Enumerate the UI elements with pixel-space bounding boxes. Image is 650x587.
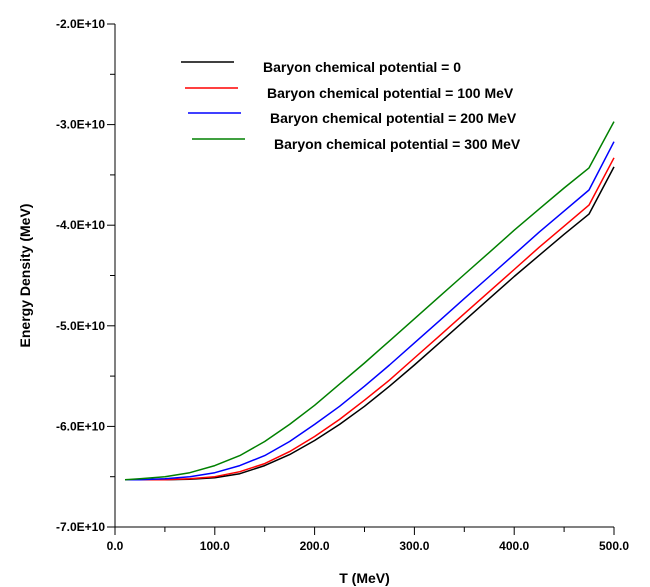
y-axis-title: Energy Density (MeV) xyxy=(17,204,33,348)
series-line-0 xyxy=(125,166,615,481)
x-axis-title: T (MeV) xyxy=(339,570,390,586)
x-tick-label: 200.0 xyxy=(300,539,330,553)
y-tick-label: -6.0E+10 xyxy=(56,419,105,433)
y-tick-label: -3.0E+10 xyxy=(56,118,105,132)
y-tick-label: -4.0E+10 xyxy=(56,218,105,232)
series-layer xyxy=(124,121,615,481)
y-tick-label: -2.0E+10 xyxy=(56,17,105,31)
x-tick-label: 100.0 xyxy=(200,539,230,553)
series-line-2 xyxy=(125,141,615,481)
series-line-3 xyxy=(124,121,615,481)
legend-label-2: Baryon chemical potential = 200 MeV xyxy=(270,110,517,126)
x-tick-label: 300.0 xyxy=(399,539,429,553)
x-tick-label: 400.0 xyxy=(499,539,529,553)
legend-label-1: Baryon chemical potential = 100 MeV xyxy=(267,85,514,101)
axes: 0.0 100.0 200.0 300.0 400.0 500.0 -7.0E+10 -6.0… xyxy=(56,17,629,553)
series-line-1 xyxy=(125,157,615,481)
y-tick-label: -5.0E+10 xyxy=(56,319,105,333)
legend-label-3: Baryon chemical potential = 300 MeV xyxy=(274,136,521,152)
y-tick-label: -7.0E+10 xyxy=(56,520,105,534)
x-tick-label: 0.0 xyxy=(107,539,124,553)
x-tick-label: 500.0 xyxy=(599,539,629,553)
legend: Baryon chemical potential = 0 Baryon chem… xyxy=(181,59,521,152)
legend-label-0: Baryon chemical potential = 0 xyxy=(263,59,461,75)
